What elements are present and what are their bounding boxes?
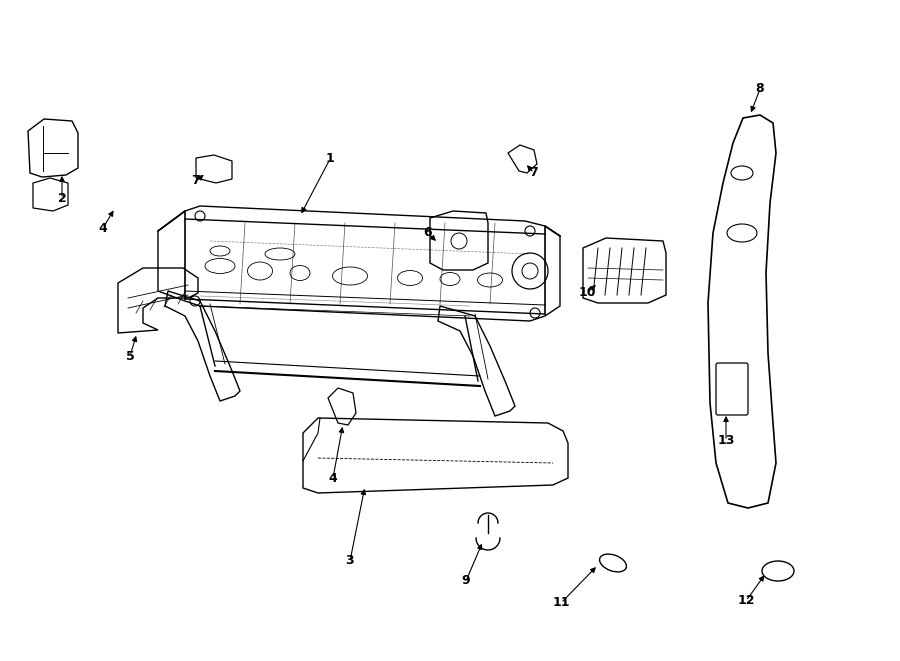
Text: 7: 7 [192,175,201,188]
Text: 4: 4 [99,221,107,235]
Text: 10: 10 [578,286,596,299]
Text: 6: 6 [424,227,432,239]
Text: 4: 4 [328,471,338,485]
Text: 11: 11 [553,596,570,609]
Text: 12: 12 [737,594,755,607]
Text: 3: 3 [346,555,355,568]
Text: 2: 2 [58,192,67,206]
Text: 9: 9 [462,574,471,588]
Text: 8: 8 [756,83,764,95]
Text: 1: 1 [326,153,335,165]
Text: 5: 5 [126,350,134,362]
Text: 7: 7 [529,167,538,180]
Text: 13: 13 [717,434,734,447]
